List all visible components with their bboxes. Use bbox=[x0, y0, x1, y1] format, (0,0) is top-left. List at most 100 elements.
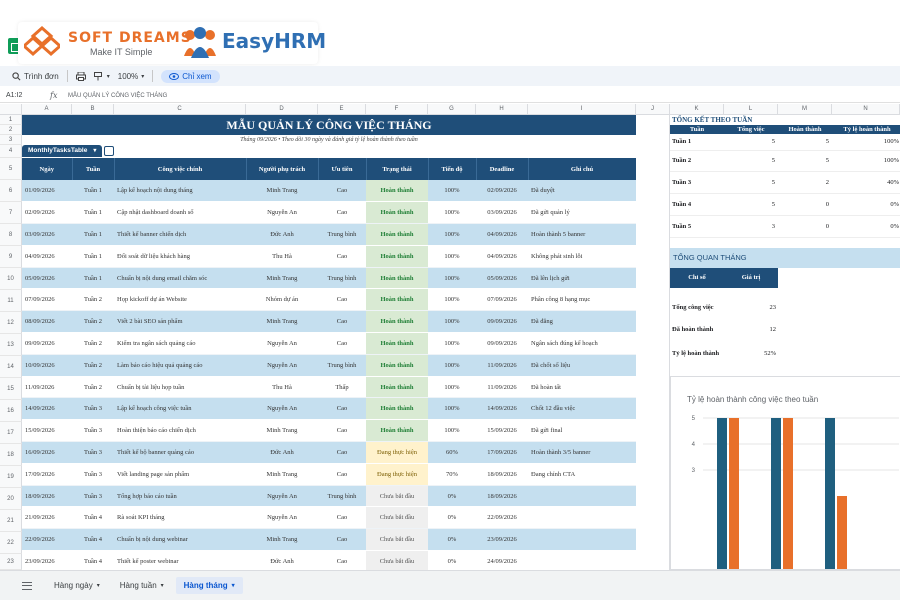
task-name[interactable]: Viết landing page sản phẩm bbox=[114, 463, 246, 486]
task-week[interactable]: Tuần 3 bbox=[72, 441, 114, 464]
table-name-chip[interactable]: MonthlyTasksTable ▾ bbox=[22, 145, 103, 157]
task-name[interactable]: Hoàn thiện báo cáo chiến dịch bbox=[114, 419, 246, 443]
task-status[interactable]: Hoàn thành bbox=[366, 201, 428, 225]
task-progress[interactable]: 100% bbox=[428, 223, 476, 246]
task-priority[interactable]: Cao bbox=[318, 332, 366, 355]
task-date[interactable]: 22/09/2026 bbox=[22, 528, 72, 552]
task-name[interactable]: Rà soát KPI tháng bbox=[114, 506, 246, 530]
task-date[interactable]: 15/09/2026 bbox=[22, 419, 72, 443]
chart-bar[interactable] bbox=[771, 418, 781, 569]
task-priority[interactable]: Cao bbox=[318, 245, 366, 268]
task-name[interactable]: Thiết kế bộ banner quảng cáo bbox=[114, 441, 246, 464]
task-priority[interactable]: Cao bbox=[318, 288, 366, 312]
col-header-c[interactable]: C bbox=[114, 104, 246, 115]
row-header[interactable]: 2 bbox=[0, 125, 22, 135]
task-priority[interactable]: Trung bình bbox=[318, 223, 366, 246]
task-deadline[interactable]: 02/09/2026 bbox=[476, 180, 528, 203]
summary-week[interactable]: Tuần 4 bbox=[670, 193, 724, 216]
task-priority[interactable]: Trung bình bbox=[318, 485, 366, 508]
summary-week[interactable]: Tuần 2 bbox=[670, 150, 724, 172]
task-owner[interactable]: Nguyễn An bbox=[246, 397, 318, 421]
task-name[interactable]: Lập kế hoạch nội dung tháng bbox=[114, 180, 246, 203]
task-note[interactable]: Không phát sinh lỗi bbox=[528, 245, 636, 268]
task-status[interactable]: Chưa bắt đầu bbox=[366, 528, 428, 552]
task-name[interactable]: Chuẩn bị nội dung webinar bbox=[114, 528, 246, 552]
row-header[interactable]: 23 bbox=[0, 554, 22, 570]
task-progress[interactable]: 100% bbox=[428, 332, 476, 355]
task-status[interactable]: Chưa bắt đầu bbox=[366, 550, 428, 573]
task-priority[interactable]: Trung bình bbox=[318, 267, 366, 290]
task-owner[interactable]: Nguyễn An bbox=[246, 506, 318, 530]
task-name[interactable]: Tổng hợp báo cáo tuần bbox=[114, 485, 246, 508]
task-priority[interactable]: Cao bbox=[318, 463, 366, 486]
task-progress[interactable]: 100% bbox=[428, 245, 476, 268]
row-header[interactable]: 13 bbox=[0, 334, 22, 356]
formula-input[interactable]: MẪU QUẢN LÝ CÔNG VIỆC THÁNG bbox=[68, 92, 168, 99]
task-date[interactable]: 02/09/2026 bbox=[22, 201, 72, 225]
summary-total[interactable]: 5 bbox=[724, 193, 778, 216]
summary-total[interactable]: 3 bbox=[724, 215, 778, 238]
summary-done[interactable]: 5 bbox=[778, 134, 832, 151]
task-status[interactable]: Hoàn thành bbox=[366, 397, 428, 421]
col-header-e[interactable]: E bbox=[318, 104, 366, 115]
task-date[interactable]: 10/09/2026 bbox=[22, 354, 72, 377]
task-deadline[interactable]: 18/09/2026 bbox=[476, 485, 528, 508]
task-owner[interactable]: Minh Trang bbox=[246, 267, 318, 290]
task-date[interactable]: 05/09/2026 bbox=[22, 267, 72, 290]
task-owner[interactable]: Minh Trang bbox=[246, 463, 318, 486]
task-name[interactable]: Làm báo cáo hiệu quả quảng cáo bbox=[114, 354, 246, 377]
task-note[interactable]: Đang chỉnh CTA bbox=[528, 463, 636, 486]
task-owner[interactable]: Đức Anh bbox=[246, 441, 318, 464]
task-deadline[interactable]: 05/09/2026 bbox=[476, 267, 528, 290]
header-date[interactable]: Ngày bbox=[22, 158, 73, 180]
table-options-icon[interactable] bbox=[104, 146, 114, 156]
zoom-select[interactable]: 100% ▾ bbox=[118, 72, 144, 81]
task-note[interactable]: Ngân sách đúng kế hoạch bbox=[528, 332, 636, 355]
col-header-d[interactable]: D bbox=[246, 104, 318, 115]
task-progress[interactable]: 0% bbox=[428, 550, 476, 573]
task-date[interactable]: 11/09/2026 bbox=[22, 376, 72, 399]
task-deadline[interactable]: 14/09/2026 bbox=[476, 397, 528, 421]
overview-row[interactable]: Đã hoàn thành 12 bbox=[670, 320, 778, 340]
task-date[interactable]: 07/09/2026 bbox=[22, 288, 72, 312]
summary-rate[interactable]: 100% bbox=[832, 134, 900, 151]
task-note[interactable]: Đã đăng bbox=[528, 310, 636, 334]
header-deadline[interactable]: Deadline bbox=[476, 158, 529, 180]
sheet-title[interactable]: MẪU QUẢN LÝ CÔNG VIỆC THÁNG bbox=[22, 115, 636, 135]
col-header-k[interactable]: K bbox=[670, 104, 724, 115]
row-header[interactable]: 16 bbox=[0, 400, 22, 422]
column-j-cells[interactable] bbox=[636, 115, 670, 570]
task-priority[interactable]: Thấp bbox=[318, 376, 366, 399]
overview-row[interactable]: Tỷ lệ hoàn thành 52% bbox=[670, 344, 778, 364]
col-header-g[interactable]: G bbox=[428, 104, 476, 115]
task-status[interactable]: Hoàn thành bbox=[366, 245, 428, 268]
task-date[interactable]: 16/09/2026 bbox=[22, 441, 72, 464]
header-note[interactable]: Ghi chú bbox=[528, 158, 637, 180]
chart-bar[interactable] bbox=[717, 418, 727, 569]
view-only-button[interactable]: Chỉ xem bbox=[161, 69, 220, 83]
summary-done[interactable]: 0 bbox=[778, 215, 832, 238]
task-status[interactable]: Đang thực hiện bbox=[366, 463, 428, 486]
task-week[interactable]: Tuần 2 bbox=[72, 376, 114, 399]
task-deadline[interactable]: 09/09/2026 bbox=[476, 332, 528, 355]
summary-header-total[interactable]: Tổng việc bbox=[724, 125, 778, 134]
task-priority[interactable]: Cao bbox=[318, 180, 366, 203]
task-date[interactable]: 01/09/2026 bbox=[22, 180, 72, 203]
task-status[interactable]: Hoàn thành bbox=[366, 223, 428, 246]
task-deadline[interactable]: 04/09/2026 bbox=[476, 245, 528, 268]
summary-done[interactable]: 0 bbox=[778, 193, 832, 216]
summary-total[interactable]: 5 bbox=[724, 171, 778, 194]
weekly-completion-chart[interactable]: Tỷ lệ hoàn thành công việc theo tuần 5 4 3 bbox=[670, 376, 900, 570]
row-header[interactable]: 17 bbox=[0, 422, 22, 444]
col-header-f[interactable]: F bbox=[366, 104, 428, 115]
row-header[interactable]: 11 bbox=[0, 290, 22, 312]
task-name[interactable]: Kiểm tra ngân sách quảng cáo bbox=[114, 332, 246, 355]
task-date[interactable]: 18/09/2026 bbox=[22, 485, 72, 508]
header-task[interactable]: Công việc chính bbox=[114, 158, 247, 180]
chart-bar[interactable] bbox=[825, 418, 835, 569]
tab-weekly[interactable]: Hàng tuần ▾ bbox=[112, 577, 172, 594]
task-priority[interactable]: Cao bbox=[318, 397, 366, 421]
tab-daily[interactable]: Hàng ngày ▾ bbox=[46, 577, 108, 594]
task-deadline[interactable]: 04/09/2026 bbox=[476, 223, 528, 246]
task-deadline[interactable]: 22/09/2026 bbox=[476, 506, 528, 530]
